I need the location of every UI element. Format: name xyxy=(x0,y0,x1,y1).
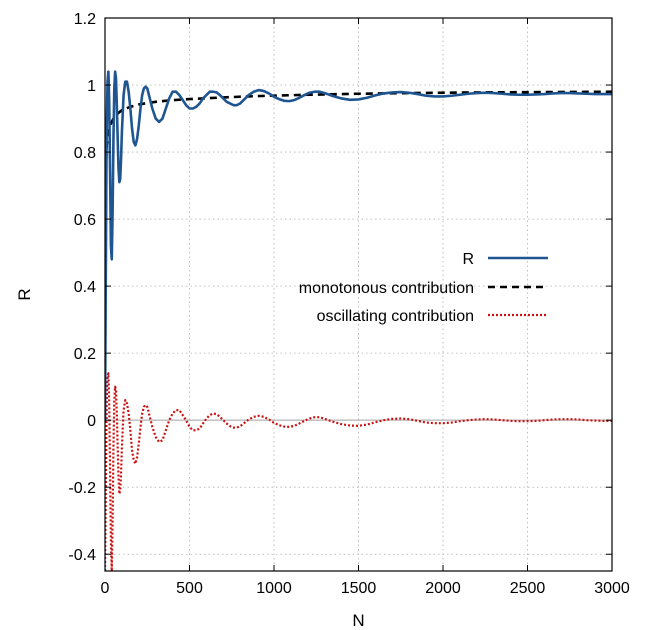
legend-label-r: R xyxy=(462,251,474,268)
y-tick-label: 0.8 xyxy=(74,145,96,162)
y-tick-label: -0.2 xyxy=(68,480,96,497)
axis-ticks xyxy=(104,17,613,571)
grid xyxy=(105,18,612,571)
x-tick-label: 1500 xyxy=(341,580,377,597)
x-tick-label: 500 xyxy=(176,580,203,597)
x-axis-label: N xyxy=(352,611,364,630)
series-group xyxy=(105,70,612,571)
legend-label-monotonous: monotonous contribution xyxy=(299,280,474,297)
y-tick-label: 0.4 xyxy=(74,279,96,296)
series-line-2 xyxy=(105,372,612,571)
y-tick-label: 1.2 xyxy=(74,11,96,28)
y-axis-label: R xyxy=(15,288,34,300)
x-tick-label: 2000 xyxy=(425,580,461,597)
x-tick-label: 0 xyxy=(101,580,110,597)
y-tick-label: -0.4 xyxy=(68,547,96,564)
y-tick-label: 0 xyxy=(87,413,96,430)
x-tick-label: 2500 xyxy=(510,580,546,597)
x-tick-label: 3000 xyxy=(594,580,630,597)
legend-label-oscillating: oscillating contribution xyxy=(317,308,474,325)
y-tick-label: 0.6 xyxy=(74,212,96,229)
legend: R monotonous contribution oscillating co… xyxy=(299,251,548,325)
y-tick-label: 1 xyxy=(87,78,96,95)
series-line-1 xyxy=(105,90,612,173)
y-tick-label: 0.2 xyxy=(74,346,96,363)
x-tick-label: 1000 xyxy=(256,580,292,597)
series-line-0 xyxy=(105,70,612,421)
tick-labels: 0 500 1000 1500 2000 2500 3000 -0.4 -0.2 0 0.2 0.4 0… xyxy=(68,11,629,597)
